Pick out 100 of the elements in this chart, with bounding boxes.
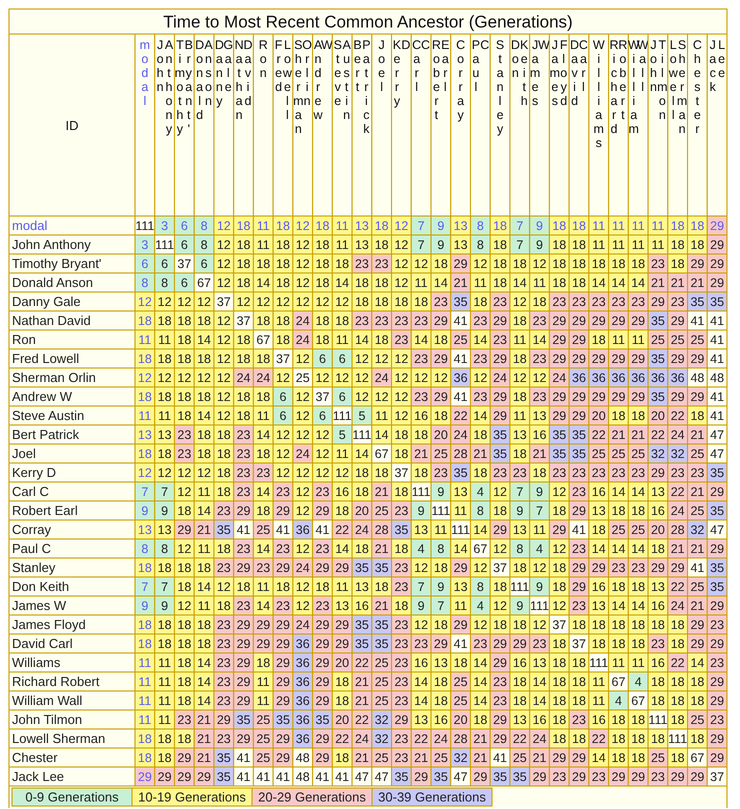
data-label: 11 <box>513 333 526 347</box>
data-label: 16 <box>414 409 428 423</box>
data-label: 35 <box>710 580 724 594</box>
data-label: 13 <box>158 428 172 442</box>
data-label: 22 <box>592 428 606 442</box>
data-label: 16 <box>414 656 428 670</box>
data-label: 29 <box>710 675 724 689</box>
data-label: 29 <box>316 618 330 632</box>
data-label: 67 <box>256 333 270 347</box>
data-label: 23 <box>316 542 330 556</box>
data-label: 67 <box>612 675 626 689</box>
data-label: 18 <box>374 238 389 252</box>
y-tick-label: Carl C <box>12 484 49 499</box>
data-label: 18 <box>216 599 231 613</box>
data-label: 41 <box>572 523 586 537</box>
data-label: 11 <box>632 238 645 252</box>
data-label: 12 <box>532 371 547 385</box>
data-label: 29 <box>236 656 251 670</box>
data-label: 23 <box>216 504 231 518</box>
data-label: 18 <box>374 295 389 309</box>
data-label: 18 <box>158 637 172 651</box>
data-label: 29 <box>177 770 192 784</box>
data-label: 8 <box>200 238 208 252</box>
data-label: 12 <box>197 371 212 385</box>
data-label: 11 <box>651 238 664 252</box>
data-label: 35 <box>650 352 665 366</box>
data-label: 7 <box>516 238 524 252</box>
data-label: 29 <box>276 732 290 746</box>
data-label: 12 <box>394 409 408 423</box>
data-label: 18 <box>631 580 646 594</box>
data-label: 11 <box>533 523 546 537</box>
data-label: 12 <box>354 352 369 366</box>
data-label: 7 <box>141 485 148 499</box>
data-label: 21 <box>197 523 212 537</box>
data-label: 18 <box>276 580 290 594</box>
data-label: 8 <box>141 542 148 556</box>
data-label: 29 <box>316 637 330 651</box>
text: 0-9 Generations <box>25 790 120 804</box>
data-label: 67 <box>197 276 212 290</box>
data-label: 25 <box>256 713 270 727</box>
data-label: 22 <box>335 523 350 537</box>
data-label: 29 <box>552 333 566 347</box>
data-label: 21 <box>374 599 389 613</box>
data-label: 18 <box>414 295 428 309</box>
data-label: 13 <box>512 523 527 537</box>
data-label: 18 <box>512 618 527 632</box>
data-label: 18 <box>276 276 290 290</box>
data-label: 18 <box>177 314 192 328</box>
data-label: 18 <box>592 257 606 271</box>
data-label: 18 <box>454 656 468 670</box>
y-tick-label: Jack Lee <box>12 769 64 784</box>
data-label: 23 <box>394 618 408 632</box>
data-label: 29 <box>690 637 704 651</box>
data-label: 18 <box>236 257 251 271</box>
data-label: 12 <box>138 295 152 309</box>
data-label: 21 <box>354 751 369 765</box>
data-label: 35 <box>512 770 527 784</box>
data-label: 18 <box>197 618 212 632</box>
data-label: 18 <box>552 637 566 651</box>
data-label: 18 <box>493 618 508 632</box>
data-label: 25 <box>690 504 704 518</box>
data-label: 11 <box>592 694 606 708</box>
data-label: 29 <box>138 770 152 784</box>
data-label: 12 <box>296 276 310 290</box>
data-label: 111 <box>412 485 431 499</box>
data-label: 18 <box>414 428 428 442</box>
data-label: 9 <box>161 504 168 518</box>
y-tick-label: Nathan David <box>12 313 91 328</box>
data-label: 23 <box>532 314 547 328</box>
data-label: 18 <box>434 618 448 632</box>
data-label: 18 <box>138 314 152 328</box>
data-label: 18 <box>512 314 527 328</box>
data-label: 23 <box>710 713 724 727</box>
y-tick-label: Corray <box>12 522 52 537</box>
data-label: 18 <box>236 352 251 366</box>
data-label: 18 <box>354 466 369 480</box>
data-label: 3 <box>161 219 168 233</box>
data-label: 29 <box>552 314 566 328</box>
data-label: 29 <box>572 751 586 765</box>
data-label: 29 <box>690 770 704 784</box>
data-label: 36 <box>296 713 310 727</box>
data-label: 23 <box>434 466 448 480</box>
data-label: 13 <box>532 656 547 670</box>
data-label: 11 <box>336 219 349 233</box>
data-label: 21 <box>473 751 488 765</box>
data-label: 25 <box>612 447 626 461</box>
data-label: 23 <box>394 637 408 651</box>
data-label: 29 <box>158 770 172 784</box>
data-label: 18 <box>434 409 448 423</box>
data-label: 13 <box>354 238 369 252</box>
data-label: 18 <box>256 447 270 461</box>
data-label: 18 <box>138 447 152 461</box>
data-label: 23 <box>710 618 724 632</box>
data-label: 18 <box>434 694 448 708</box>
data-label: 25 <box>256 751 270 765</box>
data-label: 11 <box>256 580 270 594</box>
data-label: 6 <box>318 409 326 423</box>
data-label: 6 <box>141 257 148 271</box>
data-label: 18 <box>138 352 152 366</box>
data-label: 29 <box>572 580 586 594</box>
